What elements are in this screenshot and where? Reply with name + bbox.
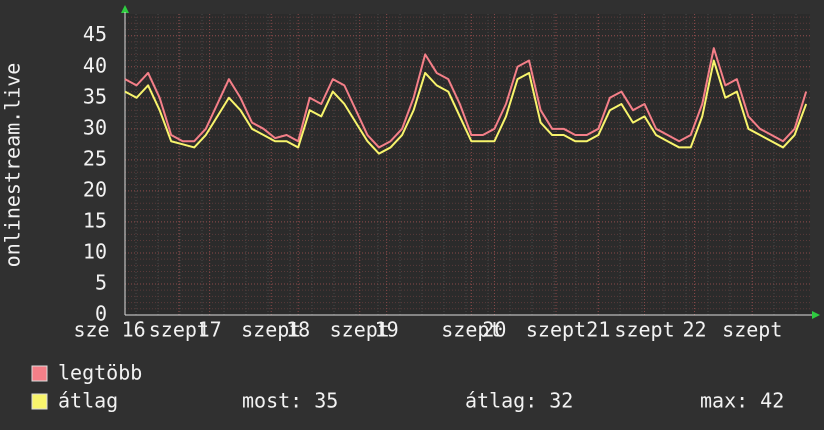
y-tick-label: 30 bbox=[83, 115, 107, 139]
legend-swatch bbox=[31, 393, 48, 410]
stat-value: 32 bbox=[549, 389, 573, 413]
x-tick-label: 18 bbox=[286, 318, 310, 342]
y-tick-label: 5 bbox=[95, 270, 107, 294]
y-axis-arrow bbox=[121, 5, 129, 13]
stat-label: átlag: bbox=[465, 389, 537, 413]
y-tick-label: 20 bbox=[83, 177, 107, 201]
y-tick-label: 0 bbox=[95, 302, 107, 326]
stat-label: max: bbox=[700, 389, 748, 413]
x-tick-label: szept bbox=[526, 318, 586, 342]
x-tick-label: szept bbox=[149, 318, 209, 342]
x-tick-label: szept bbox=[241, 318, 301, 342]
x-tick-label: szept bbox=[722, 318, 782, 342]
series-line bbox=[124, 59, 808, 155]
y-tick-label: 45 bbox=[83, 22, 107, 46]
y-tick-label: 40 bbox=[83, 53, 107, 77]
x-tick-label: szept bbox=[441, 318, 501, 342]
stat-value: 42 bbox=[760, 389, 784, 413]
x-axis-arrow bbox=[812, 311, 820, 319]
x-tick-label: szept bbox=[330, 318, 390, 342]
x-tick-label: 19 bbox=[375, 318, 399, 342]
stat-value: 35 bbox=[314, 389, 338, 413]
x-tick-label: 20 bbox=[482, 318, 506, 342]
x-tick-label: 22 bbox=[683, 318, 707, 342]
y-tick-label: 15 bbox=[83, 208, 107, 232]
stat-label: most: bbox=[242, 389, 302, 413]
x-tick-label: 21 bbox=[586, 318, 610, 342]
x-tick-label: sze 16 bbox=[73, 318, 145, 342]
legend-swatch bbox=[31, 365, 48, 382]
x-tick-label: 17 bbox=[198, 318, 222, 342]
legend-label: legtöbb bbox=[58, 361, 142, 385]
series-line bbox=[124, 47, 808, 149]
y-tick-label: 35 bbox=[83, 84, 107, 108]
y-tick-label: 25 bbox=[83, 146, 107, 170]
legend-label: átlag bbox=[58, 389, 118, 413]
plot-area bbox=[125, 14, 810, 315]
y-axis-label: onlinestream.live bbox=[1, 63, 25, 268]
x-tick-label: szept bbox=[614, 318, 674, 342]
y-tick-label: 10 bbox=[83, 239, 107, 263]
